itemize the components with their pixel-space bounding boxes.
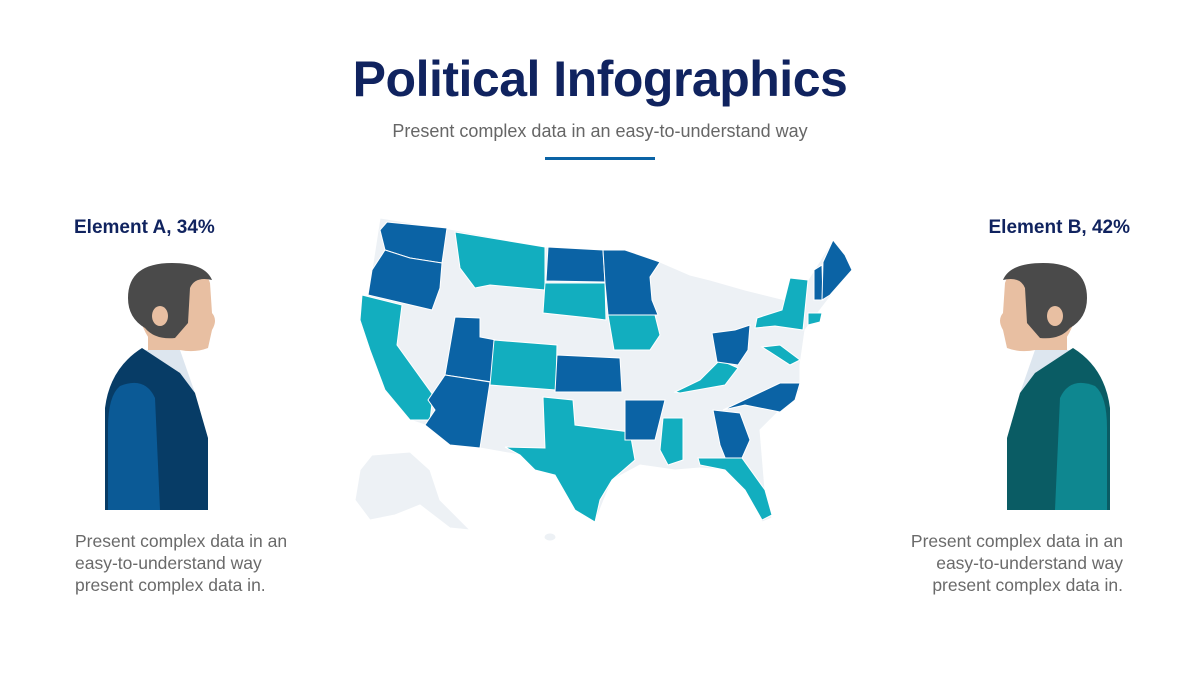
desc-line: Present complex data in an — [75, 531, 288, 551]
title-divider — [545, 157, 655, 160]
desc-line: easy-to-understand way — [936, 553, 1123, 573]
element-a-description: Present complex data in an easy-to-under… — [75, 530, 335, 596]
us-map — [354, 217, 853, 542]
element-b-description: Present complex data in an easy-to-under… — [863, 530, 1123, 596]
alaska — [354, 451, 472, 531]
state-mn — [602, 249, 661, 316]
state-nc — [722, 382, 801, 413]
desc-line: easy-to-understand way — [75, 553, 262, 573]
hawaii — [543, 532, 557, 542]
state-ms — [659, 417, 684, 466]
page-subtitle: Present complex data in an easy-to-under… — [392, 121, 808, 141]
state-ia — [607, 314, 661, 351]
state-nd — [545, 246, 606, 283]
person-b-illustration — [1000, 263, 1110, 510]
element-b-label: Element B, 42% — [988, 217, 1131, 238]
state-or — [367, 249, 443, 311]
desc-line: present complex data in. — [932, 575, 1123, 595]
desc-line: present complex data in. — [75, 575, 266, 595]
state-md — [760, 344, 801, 366]
state-mt — [454, 231, 546, 291]
state-ny — [754, 277, 809, 331]
person-a-illustration — [105, 263, 215, 510]
state-oh — [711, 324, 751, 366]
page-title: Political Infographics — [352, 51, 848, 107]
state-ar — [624, 399, 666, 441]
state-tx — [504, 396, 636, 523]
state-fl — [697, 457, 773, 521]
state-me — [821, 239, 853, 301]
state-az — [424, 374, 491, 449]
state-ks — [554, 354, 623, 393]
state-nh — [813, 264, 824, 301]
element-a-label: Element A, 34% — [74, 217, 215, 238]
state-ca — [359, 294, 434, 421]
state-co — [489, 339, 558, 391]
desc-line: Present complex data in an — [910, 531, 1123, 551]
state-sd — [542, 282, 607, 321]
state-ct — [807, 312, 823, 326]
state-ky — [673, 359, 739, 394]
